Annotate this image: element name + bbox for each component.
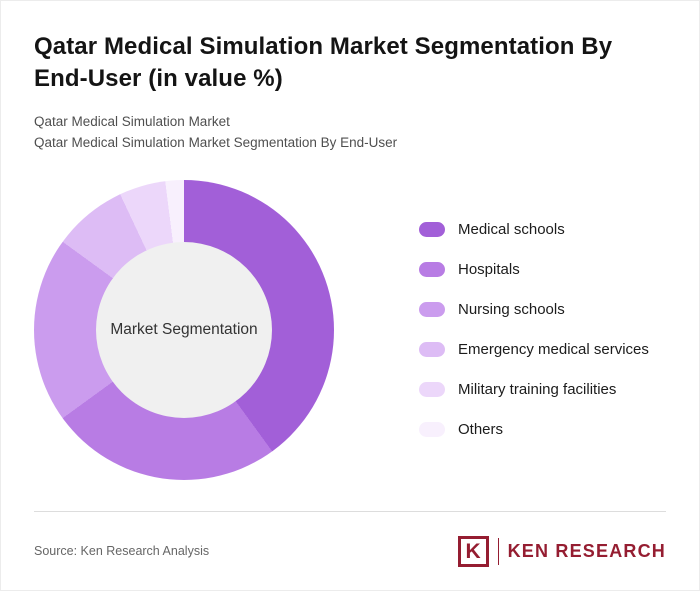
legend-item: Hospitals: [419, 261, 649, 278]
chart-subtitle-market: Qatar Medical Simulation Market: [34, 113, 230, 129]
logo-separator: [497, 537, 499, 565]
legend-swatch: [419, 302, 445, 318]
logo-k-box-icon: K: [457, 535, 489, 567]
legend-item: Military training facilities: [419, 381, 649, 398]
legend-swatch: [419, 422, 445, 438]
legend-label: Others: [458, 421, 504, 439]
legend-swatch: [419, 342, 445, 358]
chart-title: Qatar Medical Simulation Market Segmenta…: [34, 33, 613, 93]
legend-item: Medical schools: [419, 221, 649, 238]
logo-k-letter: K: [465, 539, 481, 563]
legend-item: Emergency medical services: [419, 341, 649, 358]
legend-swatch: [419, 262, 445, 278]
chart-footer: Source: Ken Research Analysis K KEN RESE…: [34, 511, 666, 590]
legend-swatch: [419, 382, 445, 398]
legend-item: Nursing schools: [419, 301, 649, 318]
legend-swatch: [419, 222, 445, 238]
chart-subtitles: Qatar Medical Simulation Market Qatar Me…: [34, 111, 666, 154]
legend-label: Nursing schools: [458, 301, 565, 319]
donut-center-label: Market Segmentation: [110, 320, 258, 338]
legend-label: Hospitals: [458, 261, 520, 279]
chart-content: Market Segmentation Medical schools Hosp…: [34, 179, 666, 480]
donut-hole: Market Segmentation: [96, 241, 272, 418]
ken-research-logo: K KEN RESEARCH: [457, 535, 666, 567]
legend-item: Others: [419, 421, 649, 438]
donut-chart-wrap: Market Segmentation: [34, 179, 334, 480]
chart-legend: Medical schools Hospitals Nursing school…: [419, 221, 649, 438]
source-text: Source: Ken Research Analysis: [34, 544, 210, 558]
legend-label: Medical schools: [458, 221, 565, 239]
legend-label: Emergency medical services: [458, 341, 649, 359]
legend-label: Military training facilities: [458, 381, 617, 399]
logo-wordmark: KEN RESEARCH: [507, 540, 666, 561]
chart-subtitle-segmentation: Qatar Medical Simulation Market Segmenta…: [34, 135, 398, 151]
